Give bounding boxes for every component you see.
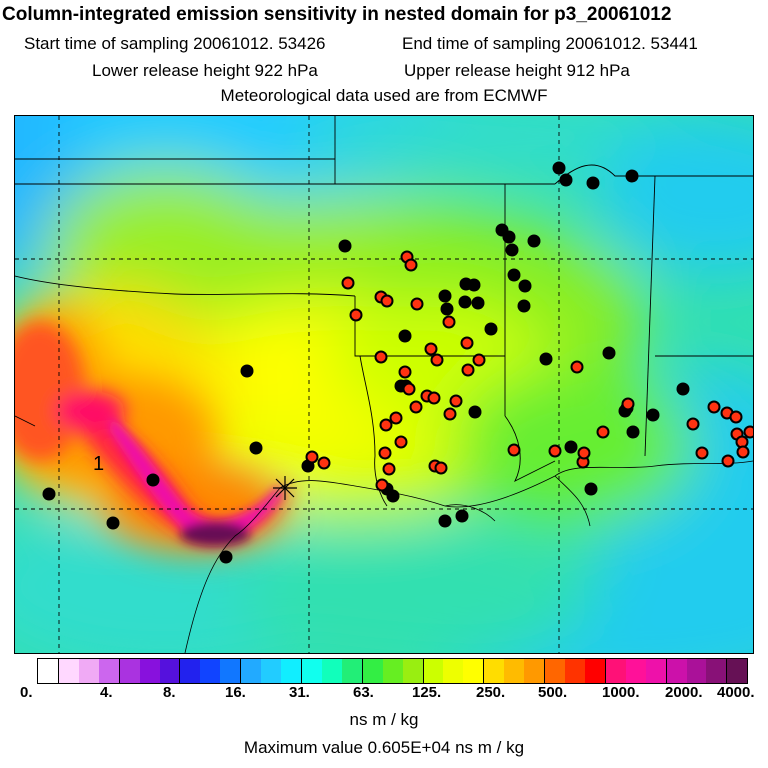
colorbar-cell: [200, 659, 221, 683]
maximum-value-label: Maximum value 0.605E+04 ns m / kg: [243, 738, 525, 757]
colorbar-cell: [604, 659, 626, 683]
colorbar-tick-label: 2000.: [665, 684, 703, 701]
colorbar-cell: [321, 659, 342, 683]
colorbar-tick-label: 250.: [476, 684, 506, 701]
colorbar-units: ns m / kg: [349, 710, 419, 729]
colorbar-cell: [240, 659, 262, 683]
colorbar-cell: [361, 659, 383, 683]
graticule: [15, 116, 753, 653]
colorbar-tick-label: 125.: [412, 684, 442, 701]
station-dots-red: [305, 250, 753, 492]
colorbar-cell: [382, 659, 403, 683]
colorbar-cell: [38, 659, 58, 683]
colorbar-cell: [402, 659, 423, 683]
colorbar-cell: [665, 659, 687, 683]
colorbar-tick-label: 16.: [225, 684, 246, 701]
colorbar-cell: [422, 659, 444, 683]
station-dots-black: [42, 161, 690, 564]
colorbar-tick-label: 500.: [538, 684, 568, 701]
colorbar-cell: [544, 659, 565, 683]
plot-title: Column-integrated emission sensitivity i…: [2, 4, 672, 25]
colorbar-cell: [281, 659, 301, 683]
colorbar-cell: [78, 659, 99, 683]
colorbar-cell: [524, 659, 545, 683]
trajectory-label: 1: [93, 453, 104, 475]
upper-release-label: Upper release height 912 hPa: [404, 61, 630, 80]
colorbar-cell: [139, 659, 160, 683]
colorbar-tick-label: 4.: [100, 684, 113, 701]
colorbar-cell: [584, 659, 605, 683]
colorbar-tick-label: 0.: [20, 684, 33, 701]
colorbar-cell: [463, 659, 484, 683]
colorbar-cell: [57, 659, 79, 683]
colorbar-cell: [625, 659, 646, 683]
sensitivity-map: 1: [15, 116, 753, 653]
colorbar-cell: [341, 659, 362, 683]
colorbar-cell: [645, 659, 666, 683]
release-point-star: [273, 476, 297, 500]
colorbar: [37, 658, 748, 684]
plume-peak: [110, 416, 283, 546]
colorbar-cell: [159, 659, 180, 683]
map-panel: 1: [14, 115, 754, 654]
colorbar-cell: [261, 659, 282, 683]
colorbar-tick-label: 1000.: [602, 684, 640, 701]
colorbar-cell: [686, 659, 707, 683]
colorbar-cell: [483, 659, 505, 683]
start-time-label: Start time of sampling 20061012. 53426: [24, 34, 326, 53]
colorbar-cell: [706, 659, 727, 683]
colorbar-cell: [118, 659, 140, 683]
colorbar-tick-label: 63.: [353, 684, 374, 701]
met-data-label: Meteorological data used are from ECMWF: [220, 86, 548, 105]
colorbar-tick-label: 8.: [163, 684, 176, 701]
colorbar-cell: [98, 659, 119, 683]
coastline: [15, 415, 753, 653]
colorbar-cell: [504, 659, 525, 683]
colorbar-tick-label: 4000.: [717, 684, 755, 701]
colorbar-cell: [726, 659, 748, 683]
colorbar-cell: [443, 659, 464, 683]
lower-release-label: Lower release height 922 hPa: [92, 61, 318, 80]
colorbar-cell: [179, 659, 201, 683]
end-time-label: End time of sampling 20061012. 53441: [402, 34, 698, 53]
colorbar-cell: [220, 659, 241, 683]
colorbar-cell: [300, 659, 322, 683]
colorbar-cell: [564, 659, 585, 683]
colorbar-tick-label: 31.: [289, 684, 310, 701]
